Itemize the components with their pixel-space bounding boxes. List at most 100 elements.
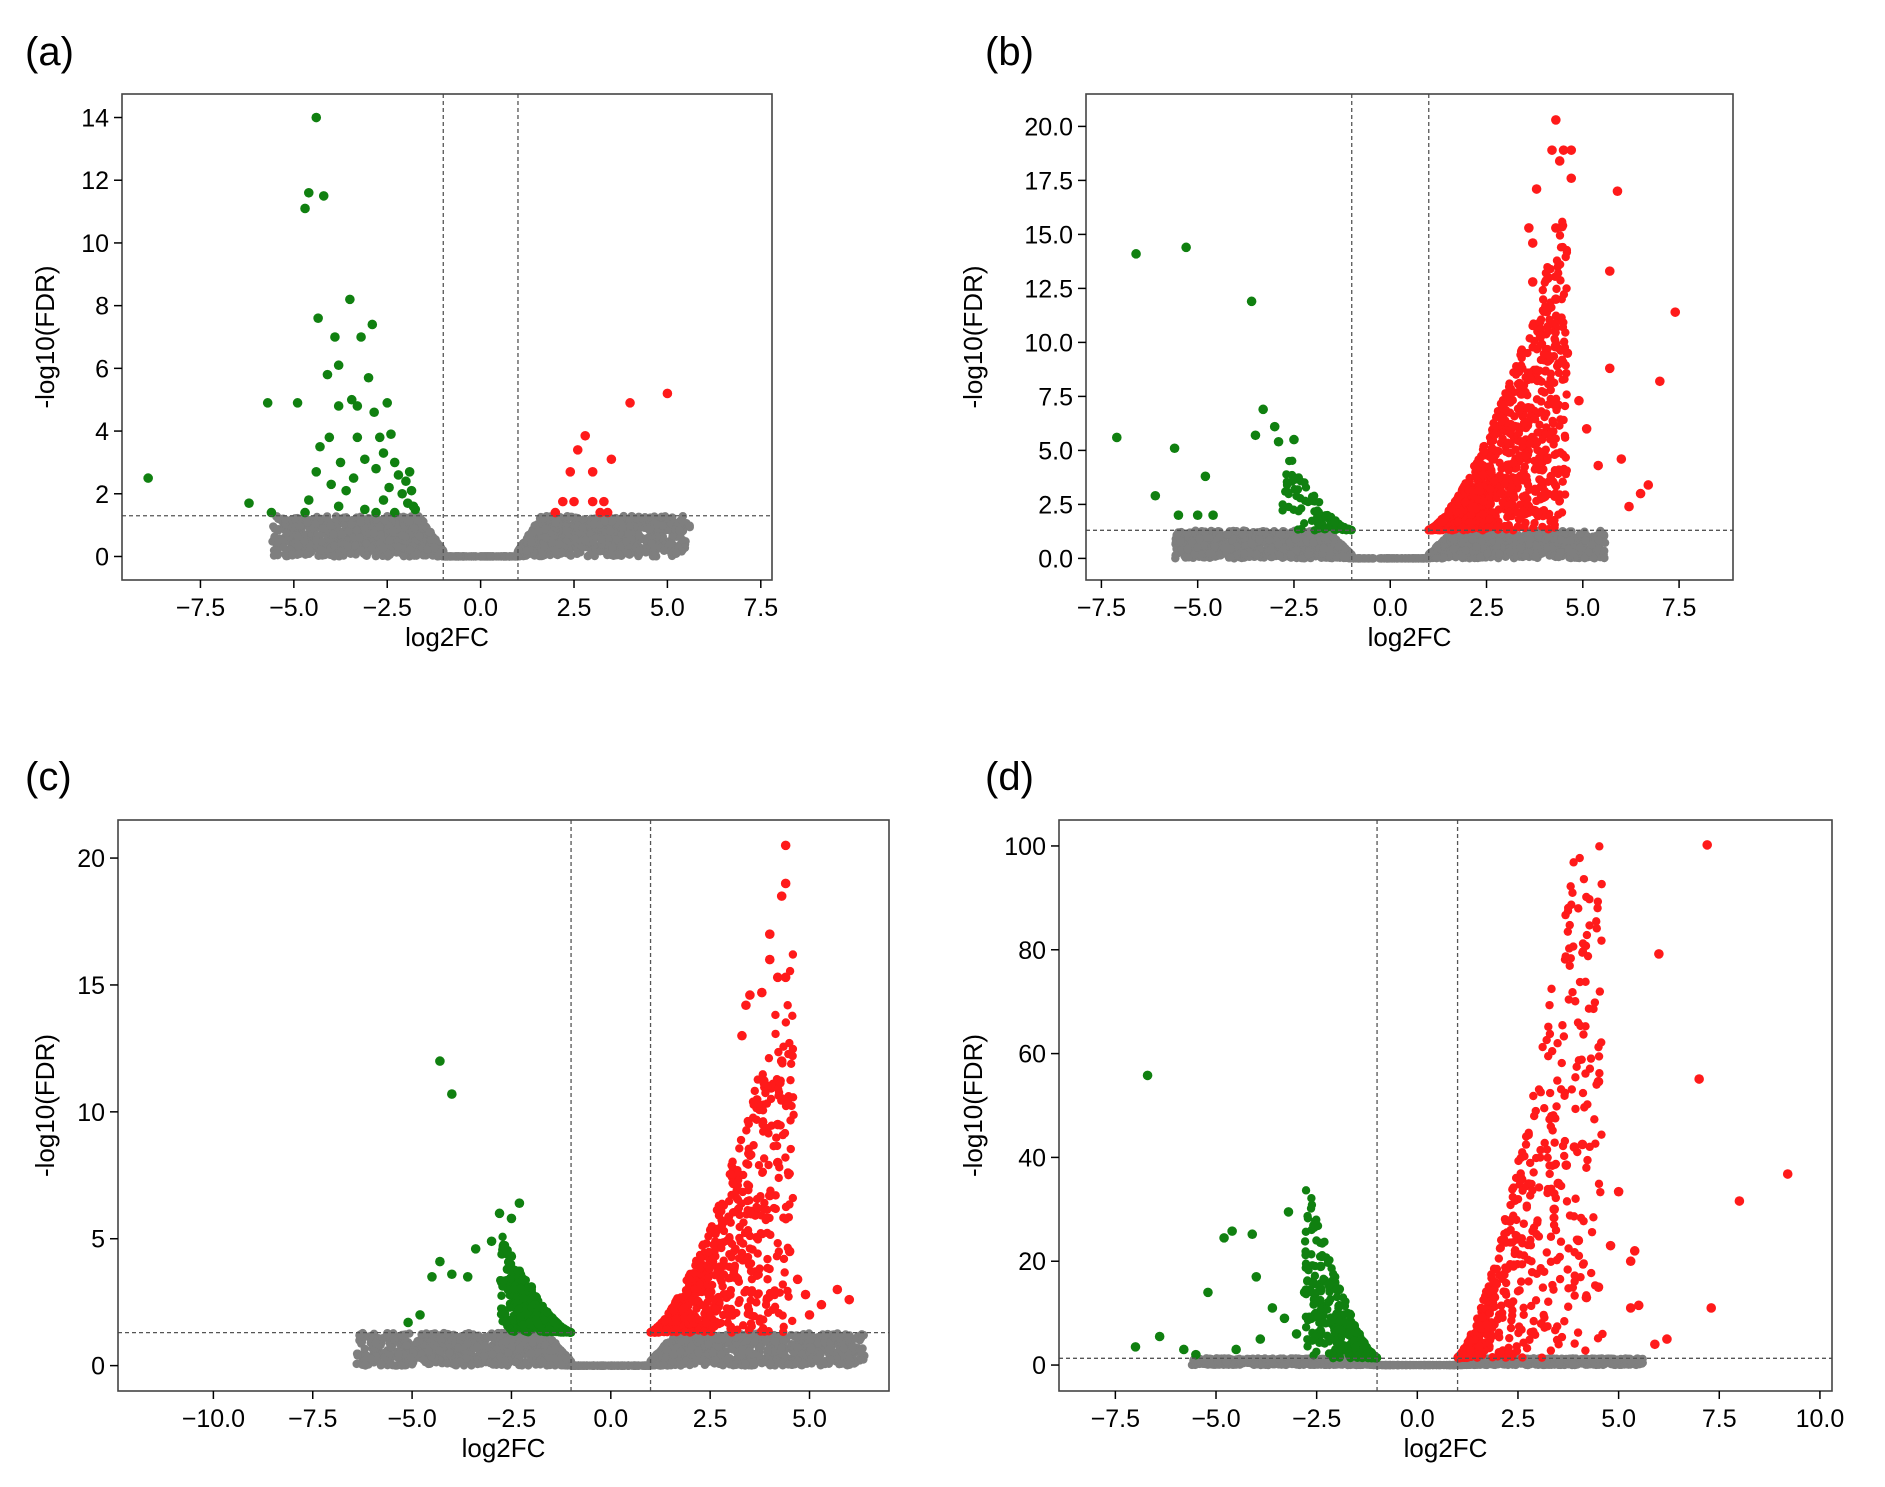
down-point <box>1293 485 1303 494</box>
up-point <box>1551 311 1561 320</box>
x-tick-label: 7.5 <box>743 594 778 622</box>
down-point <box>1150 490 1161 501</box>
ns-point <box>1277 530 1287 540</box>
ns-point <box>337 529 347 539</box>
ns-point <box>399 551 408 561</box>
up-point <box>1501 406 1511 415</box>
up-point <box>1479 497 1488 506</box>
ns-point <box>1505 547 1515 556</box>
down-point <box>1320 524 1329 534</box>
ns-point <box>1361 554 1370 563</box>
ns-point <box>405 545 415 554</box>
ns-point <box>1472 542 1481 551</box>
ns-point <box>1319 544 1328 553</box>
ns-point <box>341 513 351 522</box>
up-point <box>1581 424 1592 434</box>
up-point <box>1509 458 1518 468</box>
ns-point <box>1531 551 1541 561</box>
plot-frame <box>121 93 773 581</box>
up-point <box>1487 468 1496 477</box>
down-point <box>143 473 153 483</box>
ns-point <box>356 546 366 555</box>
ns-point <box>1467 534 1477 544</box>
ns-point <box>634 530 644 540</box>
ns-point <box>413 516 423 525</box>
ns-point <box>311 519 320 528</box>
down-point <box>378 495 389 505</box>
down-point <box>1169 443 1180 454</box>
up-point <box>1550 450 1559 460</box>
up-point <box>1643 480 1654 490</box>
down-point <box>348 473 359 483</box>
ns-point <box>538 514 548 523</box>
y-tick-label: 4 <box>95 418 109 446</box>
up-point <box>1543 455 1552 465</box>
up-point <box>1549 378 1559 388</box>
ns-point <box>486 552 495 561</box>
ns-point <box>1432 553 1441 563</box>
up-point <box>1525 404 1534 413</box>
up-point <box>1552 284 1561 294</box>
up-point <box>1555 231 1565 240</box>
ns-point <box>454 552 463 561</box>
up-point <box>1557 508 1567 517</box>
ns-point <box>1415 554 1425 563</box>
ns-point <box>605 526 615 536</box>
ns-point <box>623 549 632 558</box>
up-point <box>1541 445 1550 454</box>
up-point <box>1547 145 1557 155</box>
ns-point <box>649 550 658 560</box>
up-point <box>1561 453 1571 462</box>
up-point <box>1560 433 1570 442</box>
up-point <box>1495 471 1505 480</box>
up-point <box>1533 508 1543 517</box>
up-point <box>1519 381 1529 390</box>
down-point <box>244 498 254 508</box>
up-point <box>1566 145 1577 155</box>
ns-point <box>1193 543 1202 552</box>
ns-point <box>1292 545 1301 555</box>
down-point <box>1314 497 1324 507</box>
up-point <box>606 454 617 465</box>
ns-point <box>618 523 627 532</box>
up-point <box>1461 498 1470 507</box>
ns-point <box>1223 530 1232 539</box>
ns-point <box>361 539 371 548</box>
down-point <box>1246 296 1257 307</box>
x-tick-label: 0.0 <box>463 594 498 622</box>
up-point <box>1506 426 1516 435</box>
down-point <box>1301 483 1311 492</box>
up-point <box>1550 520 1559 530</box>
up-point <box>1551 434 1560 443</box>
down-point <box>1289 505 1298 514</box>
ns-point <box>596 546 606 555</box>
up-point <box>1467 504 1477 514</box>
ns-point <box>1594 536 1603 545</box>
ns-point <box>1205 549 1214 558</box>
ns-point <box>1367 554 1376 563</box>
up-point <box>1552 405 1561 415</box>
up-point <box>1545 315 1554 324</box>
ns-point <box>1239 549 1249 558</box>
up-point <box>1497 417 1507 426</box>
ns-point <box>312 512 322 522</box>
ns-point <box>1584 548 1594 557</box>
up-point <box>1509 368 1518 377</box>
up-point <box>1478 510 1488 519</box>
ns-point <box>541 532 550 542</box>
ns-point <box>397 531 407 540</box>
ns-point <box>566 551 575 560</box>
up-point <box>1536 315 1546 324</box>
ns-point <box>1581 536 1590 545</box>
plot-frame <box>1085 93 1734 581</box>
ns-point <box>352 526 362 535</box>
ns-point <box>1176 536 1185 546</box>
up-point <box>1562 348 1573 359</box>
ns-point <box>280 515 290 524</box>
down-point <box>356 332 366 342</box>
ns-point <box>1183 529 1192 538</box>
ns-point <box>311 536 321 545</box>
up-point <box>558 496 568 507</box>
down-point <box>393 470 404 480</box>
down-point <box>360 504 370 515</box>
